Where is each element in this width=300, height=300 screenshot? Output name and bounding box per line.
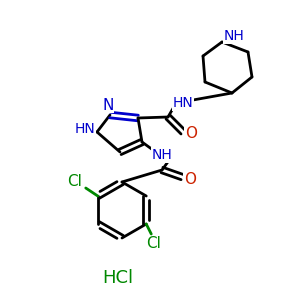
Text: N: N (102, 98, 114, 112)
Text: HN: HN (75, 122, 95, 136)
Text: NH: NH (224, 29, 244, 43)
Text: HN: HN (172, 96, 194, 110)
Text: NH: NH (152, 148, 172, 162)
Text: HCl: HCl (102, 269, 134, 287)
Text: O: O (184, 172, 196, 187)
Text: Cl: Cl (67, 175, 82, 190)
Text: Cl: Cl (146, 236, 161, 251)
Text: O: O (185, 127, 197, 142)
